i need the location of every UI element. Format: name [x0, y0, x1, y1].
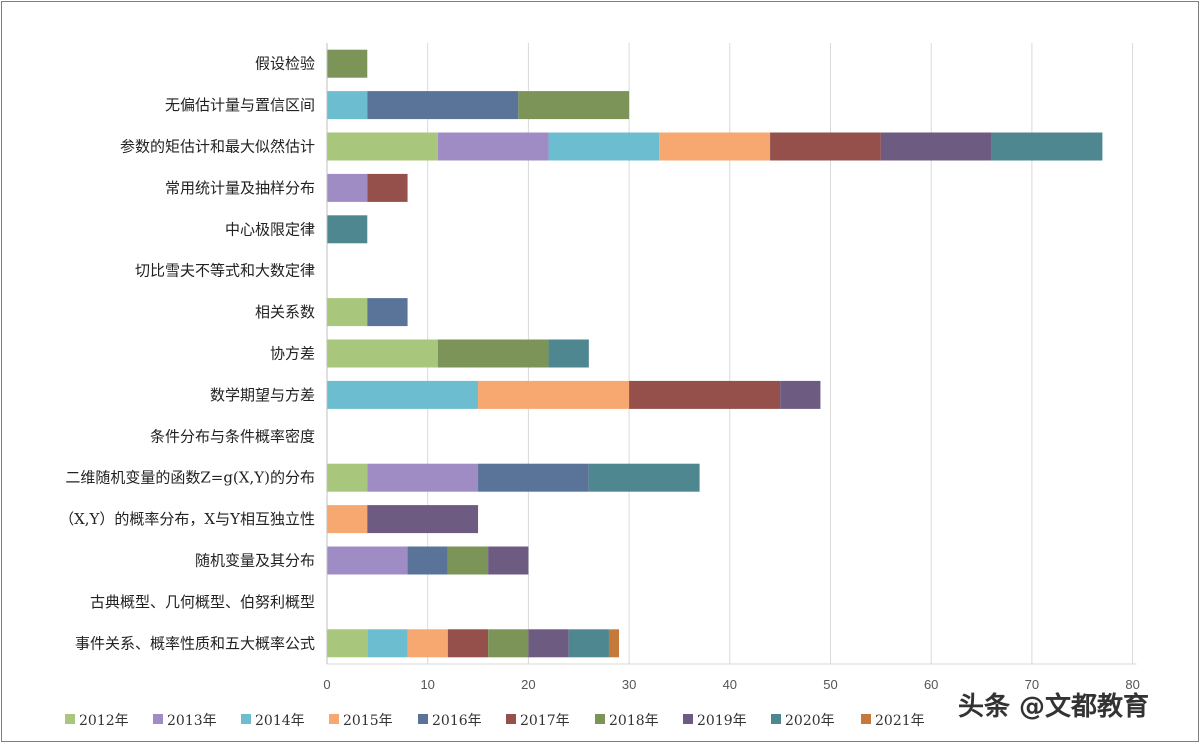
legend-swatch: [506, 714, 516, 724]
legend-swatch: [683, 714, 693, 724]
legend-swatch: [65, 714, 75, 724]
bar-segment: [407, 629, 448, 658]
bar-segment: [548, 132, 660, 161]
category-label: 假设检验: [255, 55, 315, 73]
bar-segment: [518, 91, 630, 120]
bar-segment: [327, 505, 368, 534]
bar-segment: [437, 339, 549, 368]
legend-label: 2017年: [520, 713, 570, 729]
category-label: 二维随机变量的函数Z=g(X,Y)的分布: [65, 469, 315, 487]
x-tick-label: 50: [823, 677, 837, 692]
bar-segment: [327, 49, 368, 78]
legend-swatch: [241, 714, 251, 724]
x-tick-label: 70: [1025, 677, 1039, 692]
bar-segment: [327, 339, 438, 368]
legend-swatch: [771, 714, 781, 724]
bar-segment: [528, 629, 569, 658]
legend-swatch: [329, 714, 339, 724]
category-label: 中心极限定律: [225, 220, 315, 238]
category-label: 切比雪夫不等式和大数定律: [135, 262, 315, 280]
category-label: 无偏估计量与置信区间: [165, 96, 315, 114]
bar-segment: [327, 91, 368, 120]
category-label: 事件关系、概率性质和五大概率公式: [75, 634, 315, 652]
bar-segment: [991, 132, 1103, 161]
bar-segment: [327, 380, 479, 409]
bar-segment: [367, 173, 408, 202]
legend-swatch: [418, 714, 428, 724]
x-tick-label: 10: [420, 677, 434, 692]
category-label: （X,Y）的概率分布，X与Y相互独立性: [59, 510, 315, 528]
legend-label: 2020年: [785, 713, 835, 729]
category-label: 常用统计量及抽样分布: [165, 179, 315, 197]
bar-segment: [488, 629, 529, 658]
x-tick-label: 0: [323, 677, 330, 692]
bar-segment: [447, 546, 489, 575]
bar-segment: [407, 546, 448, 575]
bar-segment: [327, 132, 438, 161]
x-tick-label: 40: [723, 677, 737, 692]
legend-label: 2013年: [167, 713, 217, 729]
legend-label: 2021年: [875, 713, 925, 729]
bar-segment: [780, 380, 821, 409]
category-label: 随机变量及其分布: [195, 552, 315, 570]
category-label: 条件分布与条件概率密度: [150, 427, 315, 445]
category-label: 古典概型、几何概型、伯努利概型: [90, 593, 315, 611]
x-tick-label: 30: [622, 677, 636, 692]
bar-segment: [327, 546, 408, 575]
bar-segment: [478, 380, 630, 409]
bar-segment: [327, 629, 368, 658]
x-tick-label: 80: [1125, 677, 1139, 692]
bar-segment: [367, 298, 408, 327]
x-tick-label: 20: [521, 677, 535, 692]
bar-segment: [447, 629, 489, 658]
legend-label: 2014年: [255, 713, 305, 729]
legend-label: 2016年: [432, 713, 482, 729]
legend-swatch: [595, 714, 605, 724]
bar-segment: [548, 339, 589, 368]
category-label: 相关系数: [255, 303, 315, 321]
bar-segment: [367, 505, 479, 534]
bar-segment: [770, 132, 881, 161]
legend-label: 2012年: [79, 713, 129, 729]
category-label: 协方差: [270, 345, 315, 363]
category-label: 数学期望与方差: [210, 386, 315, 404]
bar-segment: [437, 132, 549, 161]
bar-segment: [327, 298, 368, 327]
watermark: 头条 @文都教育: [958, 692, 1150, 722]
bar-segment: [880, 132, 992, 161]
bar-segment: [588, 463, 700, 492]
bar-segment: [488, 546, 529, 575]
bar-segment: [608, 629, 620, 658]
legend-label: 2018年: [609, 713, 659, 729]
bar-segment: [367, 629, 408, 658]
legend-label: 2015年: [343, 713, 393, 729]
bar-segment: [327, 215, 368, 244]
bar-segment: [568, 629, 609, 658]
bar-segment: [629, 380, 781, 409]
x-tick-label: 60: [924, 677, 938, 692]
bar-segment: [367, 91, 519, 120]
legend-label: 2019年: [697, 713, 747, 729]
bar-segment: [327, 173, 368, 202]
legend-swatch: [861, 714, 871, 724]
bar-segment: [659, 132, 771, 161]
bar-segment: [478, 463, 589, 492]
category-label: 参数的矩估计和最大似然估计: [120, 138, 315, 156]
bar-segment: [327, 463, 368, 492]
legend-swatch: [153, 714, 163, 724]
bar-segment: [367, 463, 479, 492]
